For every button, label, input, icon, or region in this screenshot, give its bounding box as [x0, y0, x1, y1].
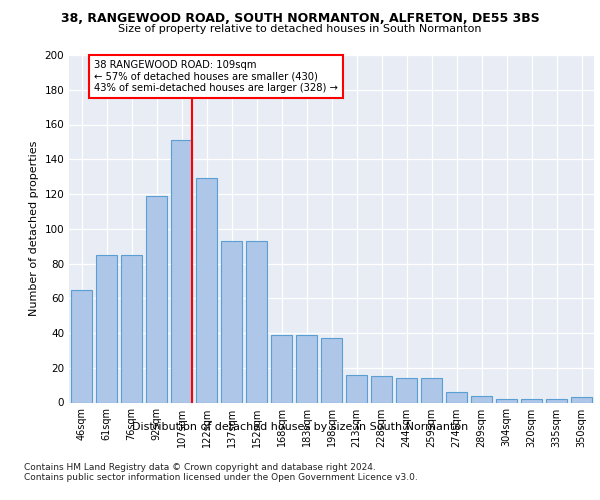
- Bar: [296, 334, 317, 402]
- Y-axis label: Number of detached properties: Number of detached properties: [29, 141, 39, 316]
- Bar: [496, 399, 517, 402]
- Text: Size of property relative to detached houses in South Normanton: Size of property relative to detached ho…: [118, 24, 482, 34]
- Bar: [96, 255, 117, 402]
- Bar: [546, 399, 567, 402]
- Bar: [421, 378, 442, 402]
- Bar: [321, 338, 342, 402]
- Bar: [146, 196, 167, 402]
- Text: 38 RANGEWOOD ROAD: 109sqm
← 57% of detached houses are smaller (430)
43% of semi: 38 RANGEWOOD ROAD: 109sqm ← 57% of detac…: [94, 60, 338, 94]
- Bar: [446, 392, 467, 402]
- Bar: [571, 398, 592, 402]
- Bar: [346, 374, 367, 402]
- Bar: [371, 376, 392, 402]
- Text: Distribution of detached houses by size in South Normanton: Distribution of detached houses by size …: [132, 422, 468, 432]
- Bar: [521, 399, 542, 402]
- Text: Contains HM Land Registry data © Crown copyright and database right 2024.
Contai: Contains HM Land Registry data © Crown c…: [24, 462, 418, 482]
- Bar: [121, 255, 142, 402]
- Bar: [221, 241, 242, 402]
- Bar: [171, 140, 192, 402]
- Text: 38, RANGEWOOD ROAD, SOUTH NORMANTON, ALFRETON, DE55 3BS: 38, RANGEWOOD ROAD, SOUTH NORMANTON, ALF…: [61, 12, 539, 25]
- Bar: [71, 290, 92, 403]
- Bar: [246, 241, 267, 402]
- Bar: [396, 378, 417, 402]
- Bar: [271, 334, 292, 402]
- Bar: [471, 396, 492, 402]
- Bar: [196, 178, 217, 402]
